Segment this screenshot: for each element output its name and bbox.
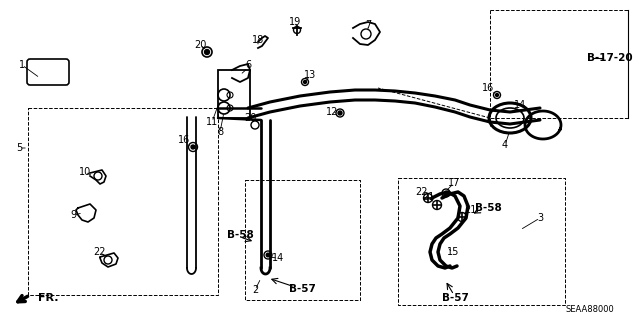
Text: 19: 19 bbox=[289, 17, 301, 27]
Text: SEAA88000: SEAA88000 bbox=[566, 306, 614, 315]
Text: 16: 16 bbox=[482, 83, 494, 93]
Text: 15: 15 bbox=[447, 247, 459, 257]
Text: 11: 11 bbox=[206, 117, 218, 127]
Text: B-17-20: B-17-20 bbox=[587, 53, 633, 63]
Text: 21: 21 bbox=[422, 192, 434, 202]
Text: 8: 8 bbox=[217, 127, 223, 137]
Text: 17: 17 bbox=[448, 178, 460, 188]
Text: 9: 9 bbox=[70, 210, 76, 220]
Text: 21: 21 bbox=[464, 205, 476, 215]
Text: B-58: B-58 bbox=[475, 203, 501, 213]
Text: 22: 22 bbox=[93, 247, 106, 257]
Text: 10: 10 bbox=[79, 167, 91, 177]
Text: B-57: B-57 bbox=[289, 284, 316, 294]
Text: B-58: B-58 bbox=[227, 230, 253, 240]
Circle shape bbox=[205, 49, 209, 55]
Text: 2: 2 bbox=[252, 285, 258, 295]
Text: 16: 16 bbox=[178, 135, 190, 145]
Text: 1: 1 bbox=[19, 60, 25, 70]
Circle shape bbox=[266, 253, 270, 257]
Text: 4: 4 bbox=[502, 140, 508, 150]
Circle shape bbox=[444, 191, 448, 195]
Text: 6: 6 bbox=[245, 60, 251, 70]
Circle shape bbox=[495, 93, 499, 97]
Text: 12: 12 bbox=[326, 107, 338, 117]
Text: FR.: FR. bbox=[38, 293, 58, 303]
Text: 7: 7 bbox=[365, 20, 371, 30]
Text: 3: 3 bbox=[537, 213, 543, 223]
Text: 5: 5 bbox=[16, 143, 22, 153]
Text: B-57: B-57 bbox=[442, 293, 468, 303]
Text: 13: 13 bbox=[304, 70, 316, 80]
Text: 20: 20 bbox=[194, 40, 206, 50]
Circle shape bbox=[303, 80, 307, 84]
Circle shape bbox=[191, 145, 195, 149]
Text: 20: 20 bbox=[244, 113, 256, 123]
Text: 14: 14 bbox=[514, 100, 526, 110]
Text: 18: 18 bbox=[252, 35, 264, 45]
Text: 14: 14 bbox=[272, 253, 284, 263]
Circle shape bbox=[338, 111, 342, 115]
Text: 22: 22 bbox=[416, 187, 428, 197]
